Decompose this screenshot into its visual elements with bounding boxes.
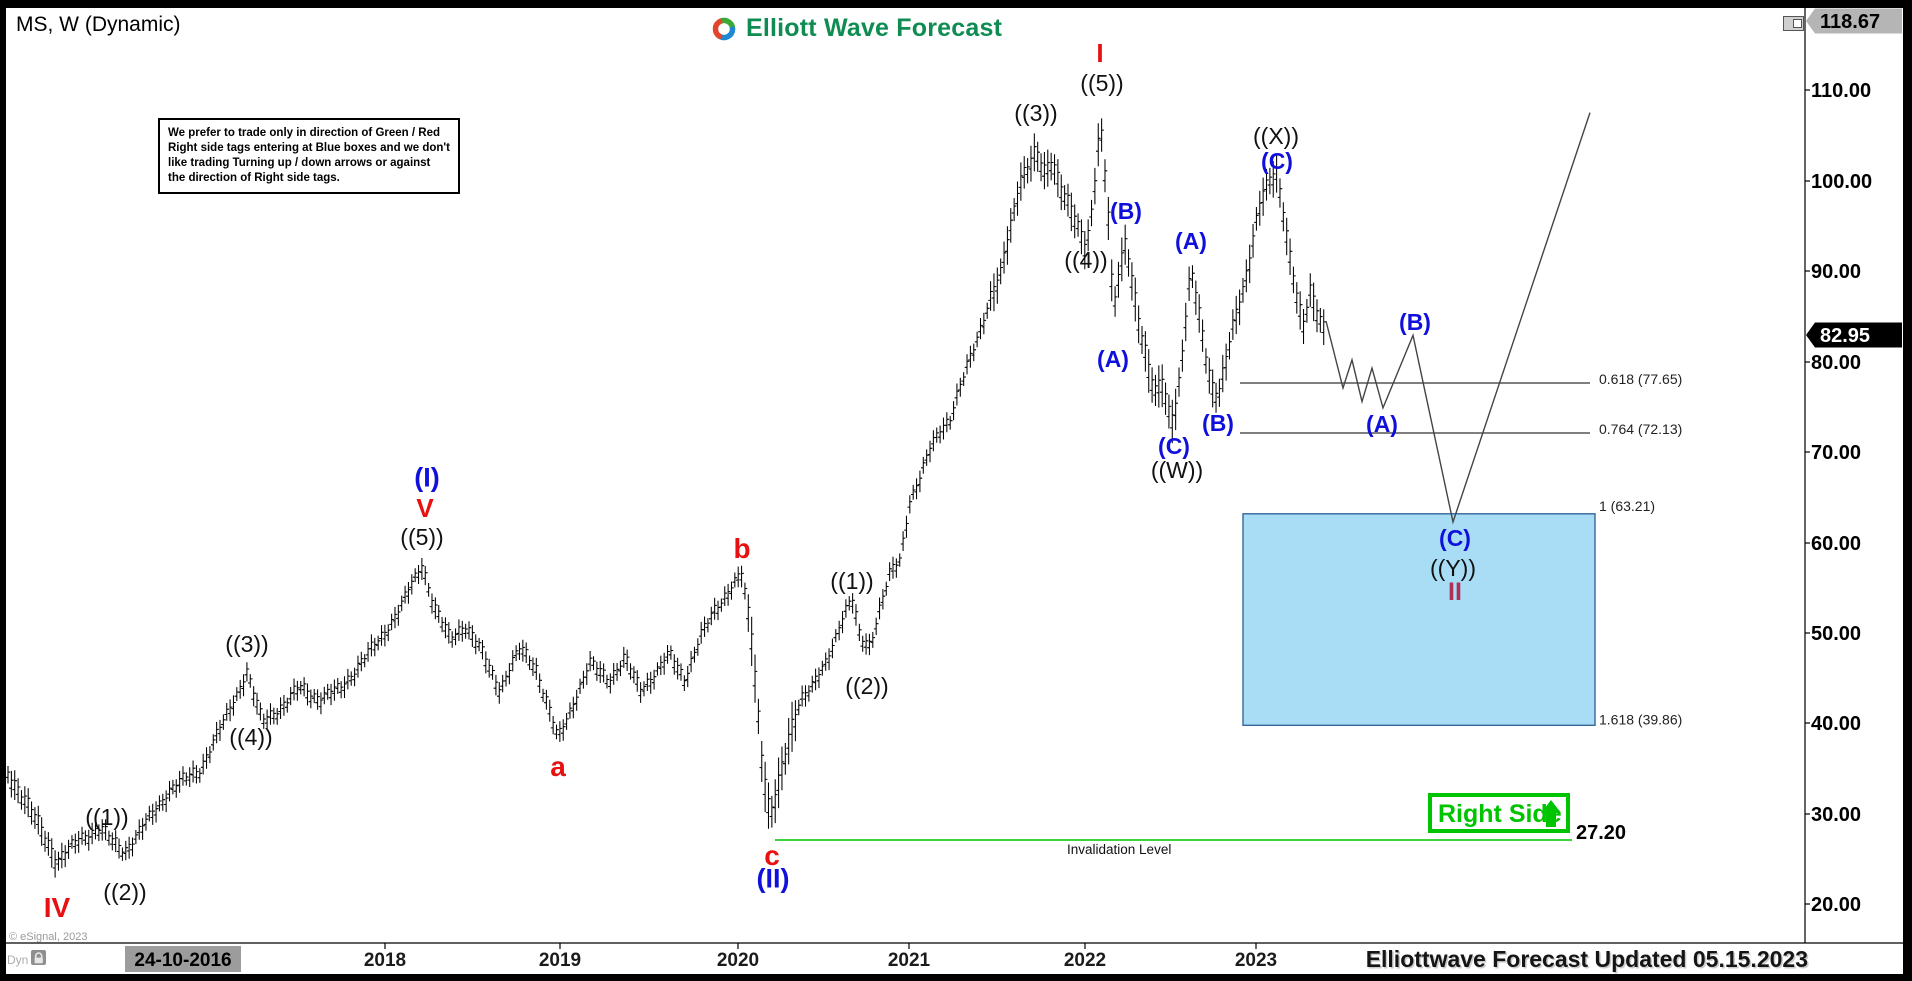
wave-label-C: (C) [1439,525,1471,551]
price-tick-label: 50.00 [1811,623,1861,645]
fib-label-1: 1 (63.21) [1599,498,1655,514]
high-price-badge [1806,8,1902,34]
wave-label-B: (B) [1399,309,1431,335]
wave-label-4: ((4)) [1064,247,1107,273]
last-price-badge [1806,322,1902,348]
right-side-tag-text: Right Side [1438,800,1562,828]
invalidation-price: 27.20 [1576,822,1626,844]
price-bars [5,118,1326,878]
wave-label-2: ((2)) [845,673,888,699]
trading-note-line: Right side tags entering at Blue boxes a… [168,142,450,154]
year-label: 2021 [888,950,931,971]
brand-logo: Elliott Wave Forecast [710,14,1002,43]
ohlc-bar-series [5,118,1326,878]
invalidation-label: Invalidation Level [1067,842,1171,857]
year-label: 2022 [1064,950,1106,971]
wave-labels: IV((1))((2))((3))((4))(I)V((5))abc(II)((… [44,38,1476,923]
wave-label-A: (A) [1175,228,1207,254]
year-label: 2020 [717,950,759,971]
blue-box [1242,513,1596,727]
axis-window-icon-inner [1793,19,1802,28]
window-border-left [0,0,6,981]
price-tick-label: 90.00 [1811,261,1861,283]
price-tick-label: 30.00 [1811,804,1861,826]
wave-label-II: (II) [757,863,790,893]
trading-note-line: the direction of Right side tags. [168,172,340,184]
update-note: Elliottwave Forecast Updated 05.15.2023 [1365,946,1808,972]
invalidation-level: Invalidation Level 27.20 [775,822,1626,857]
fib-retracement: 0.618 (77.65) 0.764 (72.13) 1 (63.21) 1.618… [1240,371,1682,727]
up-arrow-icon [1541,800,1561,827]
forecast-projection [1325,112,1591,525]
window-border-top [0,0,1912,8]
axis-window-icon[interactable] [1783,16,1804,31]
last-price-badge-label: 82.95 [1820,325,1870,347]
fib-label-0.764: 0.764 (72.13) [1599,421,1682,437]
lock-icon[interactable] [31,950,47,966]
year-label: 2023 [1235,950,1277,971]
wave-label-4: ((4)) [229,724,272,750]
year-label: 2018 [364,950,406,971]
wave-label-I: I [1096,38,1103,68]
wave-label-X: ((X)) [1253,123,1299,149]
wave-label-b: b [733,533,750,564]
first-date-highlight [125,946,241,972]
projection-line [1325,112,1591,525]
esignal-copyright: © eSignal, 2023 [9,931,88,943]
wave-label-C: (C) [1158,433,1190,459]
price-tick-label: 110.00 [1811,80,1871,102]
wave-label-3: ((3)) [1014,100,1057,126]
first-date-label: 24-10-2016 [134,950,231,971]
year-label: 2019 [539,950,581,971]
wave-label-W: ((W)) [1151,457,1203,483]
axes: 110.00 100.00 90.00 80.00 70.00 60.00 50.00 40.… [0,8,1903,972]
wave-label-5: ((5)) [1080,70,1123,96]
wave-label-c: c [764,840,780,871]
fib-label-1.618: 1.618 (39.86) [1599,711,1682,727]
wave-label-1: ((1)) [85,804,128,830]
wave-label-5: ((5)) [400,524,443,550]
wave-label-C: (C) [1261,148,1293,174]
trading-note-line: like trading Turning up / down arrows or… [168,157,431,169]
brand-logo-text: Elliott Wave Forecast [746,14,1003,42]
window-border-bottom [0,974,1912,981]
trading-note-line: We prefer to trade only in direction of … [168,127,440,139]
price-tick-label: 70.00 [1811,442,1861,464]
trading-note: We prefer to trade only in direction of … [158,118,460,194]
wave-label-a: a [550,751,566,782]
brand-swirl-icon [712,17,736,40]
window-border-right [1903,0,1912,981]
wave-label-2: ((2)) [103,879,146,905]
right-side-tag[interactable]: Right Side [1428,793,1570,833]
price-tick-label: 20.00 [1811,894,1861,916]
wave-label-B: (B) [1202,410,1234,436]
wave-label-B: (B) [1110,198,1142,224]
wave-label-I: (I) [414,462,439,492]
wave-label-V: V [416,493,434,523]
wave-label-3: ((3)) [225,631,268,657]
dyn-label: Dyn [7,953,29,967]
wave-label-1: ((1)) [830,568,873,594]
blue-box-rect [1242,513,1596,727]
price-tick-label: 100.00 [1811,171,1872,193]
wave-label-Y: ((Y)) [1430,555,1476,581]
fib-label-0.618: 0.618 (77.65) [1599,371,1682,387]
symbol-title: MS, W (Dynamic) [16,13,181,36]
wave-label-A: (A) [1097,346,1129,372]
wave-label-IV: IV [44,892,71,923]
price-tick-label: 60.00 [1811,533,1861,555]
high-price-badge-label: 118.67 [1820,11,1880,33]
price-tick-label: 40.00 [1811,713,1861,735]
wave-label-II: II [1448,578,1462,606]
price-tick-label: 80.00 [1811,352,1861,374]
wave-label-A: (A) [1366,411,1398,437]
